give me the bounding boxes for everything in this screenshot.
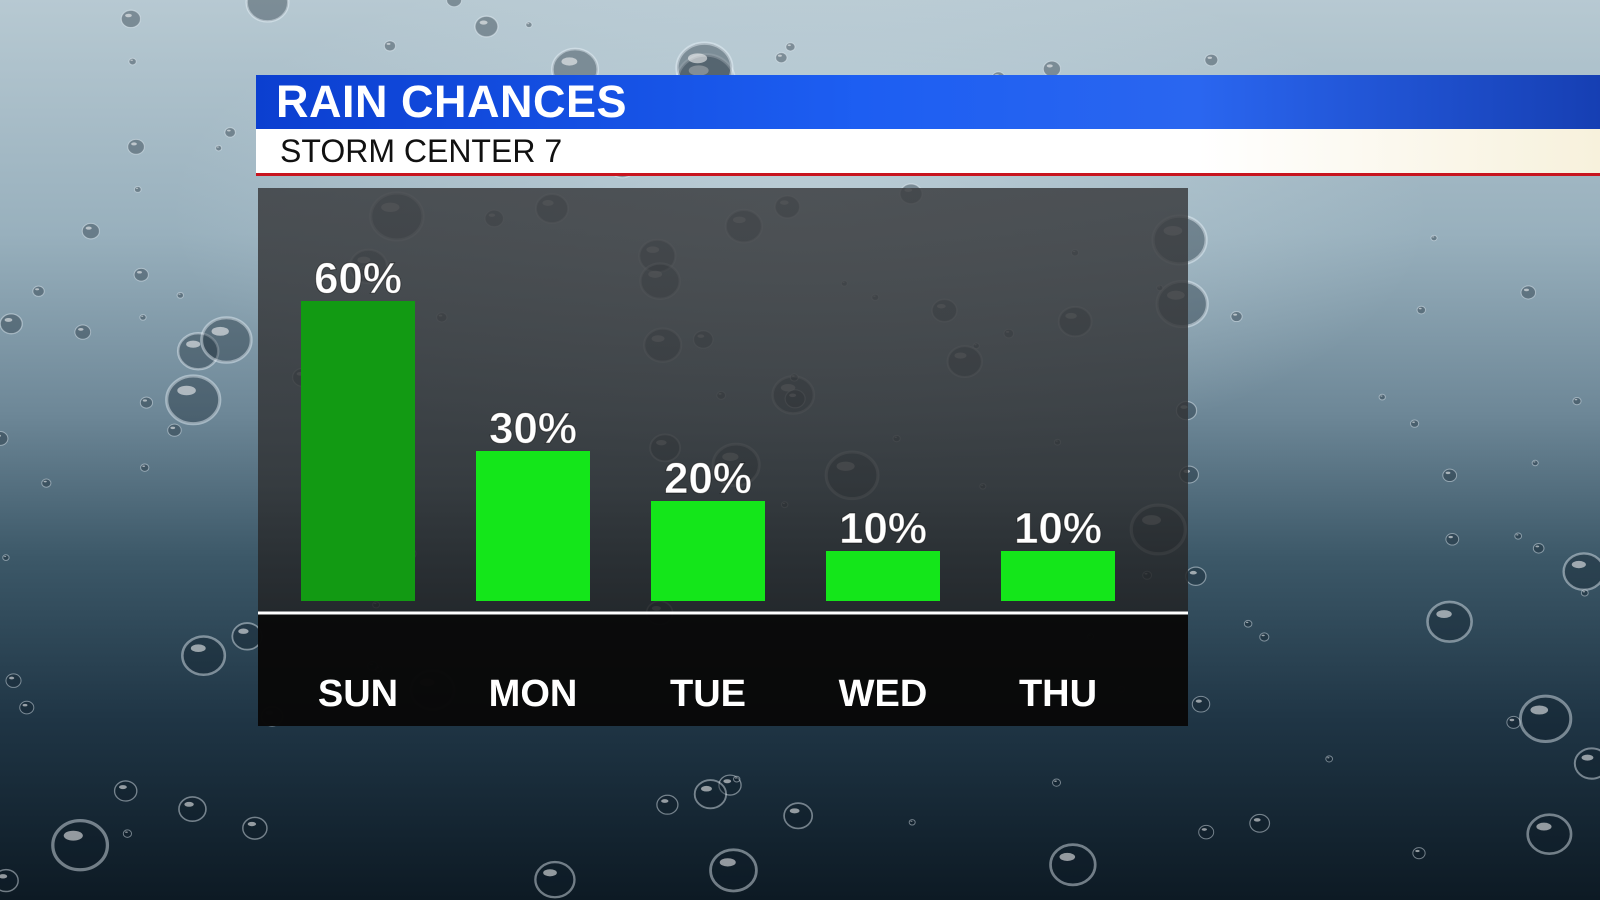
raindrop — [133, 267, 149, 282]
bar-thu — [1001, 551, 1115, 601]
raindrop — [1378, 393, 1386, 401]
raindrop — [32, 285, 45, 297]
category-label-mon: MON — [489, 673, 578, 715]
bar-tue — [651, 501, 765, 601]
raindrop — [74, 324, 92, 340]
category-label-sun: SUN — [318, 673, 398, 715]
raindrop — [1259, 632, 1270, 642]
raindrop — [1243, 619, 1253, 628]
raindrop — [120, 9, 142, 29]
raindrop — [19, 700, 35, 715]
raindrop — [242, 816, 268, 840]
raindrop — [1526, 813, 1573, 855]
raindrop — [178, 796, 207, 823]
category-label-thu: THU — [1019, 673, 1097, 715]
raindrop — [446, 0, 463, 8]
raindrop — [474, 15, 499, 38]
raindrop — [1520, 285, 1537, 300]
value-label-wed: 10% — [839, 504, 927, 553]
raindrop — [1410, 419, 1420, 428]
raindrop — [656, 794, 679, 815]
raindrop — [176, 331, 220, 371]
raindrop — [1531, 459, 1539, 467]
raindrop — [1325, 755, 1334, 763]
category-strip — [258, 613, 1188, 726]
raindrop — [785, 42, 796, 52]
raindrop — [1442, 468, 1458, 483]
raindrop — [783, 802, 814, 830]
raindrop — [709, 848, 758, 893]
raindrop — [1049, 843, 1097, 887]
raindrop — [1532, 542, 1545, 554]
raindrop — [1572, 396, 1582, 406]
raindrop — [200, 316, 253, 364]
raindrop — [224, 127, 236, 138]
raindrop — [1412, 847, 1426, 860]
raindrop — [1191, 695, 1211, 713]
chart-panel: 60% SUN 30% MON 20% TUE 10% WED 10% THU — [258, 188, 1188, 726]
raindrop — [139, 396, 154, 409]
raindrop — [775, 52, 788, 64]
raindrop — [81, 222, 100, 240]
raindrop — [133, 185, 142, 193]
raindrop — [1185, 566, 1207, 586]
raindrop — [2, 554, 10, 561]
category-label-tue: TUE — [670, 673, 746, 715]
raindrop — [139, 314, 147, 321]
raindrop — [534, 860, 576, 899]
raindrop — [383, 40, 397, 52]
category-label-wed: WED — [839, 673, 928, 715]
raindrop — [0, 313, 23, 335]
raindrop — [5, 673, 22, 688]
raindrop — [176, 291, 184, 299]
raindrop — [1580, 589, 1589, 597]
raindrop — [1562, 552, 1600, 592]
rain-chance-bar-chart: 60% SUN 30% MON 20% TUE 10% WED 10% THU — [258, 254, 1188, 726]
raindrop — [122, 829, 133, 838]
raindrop — [1430, 234, 1438, 242]
bar-mon — [476, 451, 590, 601]
raindrop — [113, 780, 138, 802]
raindrop — [1198, 824, 1215, 840]
raindrop — [693, 779, 728, 810]
raindrop — [908, 819, 916, 826]
value-label-thu: 10% — [1014, 504, 1102, 553]
value-label-tue: 20% — [664, 454, 752, 503]
raindrop — [1573, 747, 1600, 780]
bar-wed — [826, 551, 940, 601]
bar-sun — [301, 301, 415, 601]
raindrop — [0, 868, 19, 893]
chart-title: RAIN CHANCES — [276, 76, 628, 127]
raindrop — [215, 144, 223, 152]
raindrop — [1506, 715, 1521, 729]
raindrop — [128, 57, 137, 66]
raindrop — [181, 635, 227, 677]
raindrop — [718, 774, 742, 796]
raindrop — [51, 818, 110, 872]
raindrop — [1249, 813, 1271, 833]
raindrop — [41, 478, 52, 488]
raindrop — [1051, 778, 1062, 787]
raindrop — [525, 21, 533, 29]
raindrop — [0, 431, 9, 446]
raindrop — [1514, 532, 1523, 540]
title-band: RAIN CHANCES — [256, 75, 1600, 129]
value-label-mon: 30% — [489, 404, 577, 453]
raindrop — [140, 463, 150, 472]
raindrop — [1204, 53, 1219, 67]
value-label-sun: 60% — [314, 254, 402, 303]
raindrop — [245, 0, 290, 23]
raindrop — [1230, 311, 1243, 323]
raindrop — [1416, 305, 1426, 315]
title-banner: RAIN CHANCES STORM CENTER 7 — [256, 75, 1600, 176]
raindrop — [165, 374, 222, 426]
raindrop — [1518, 694, 1573, 744]
raindrop — [167, 423, 182, 437]
station-name: STORM CENTER 7 — [280, 133, 563, 169]
raindrop — [1445, 533, 1460, 546]
raindrop — [127, 138, 145, 155]
raindrop — [1426, 600, 1473, 643]
raindrop — [733, 775, 741, 783]
subtitle-band: STORM CENTER 7 — [256, 129, 1600, 176]
